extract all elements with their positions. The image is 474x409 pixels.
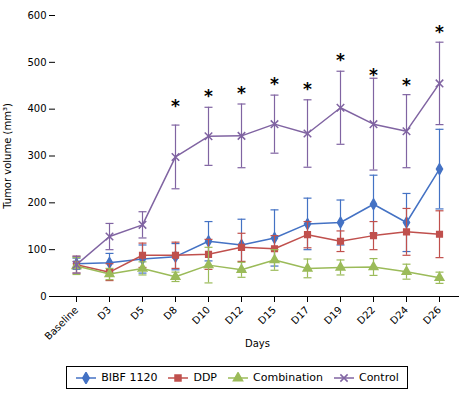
svg-text:100: 100 (27, 244, 46, 255)
svg-text:D8: D8 (161, 304, 179, 322)
svg-text:500: 500 (27, 57, 46, 68)
svg-text:D22: D22 (355, 304, 377, 326)
svg-text:*: * (171, 96, 180, 116)
svg-text:*: * (270, 74, 279, 94)
svg-text:D10: D10 (190, 304, 212, 326)
svg-text:Tumor volume (mm³): Tumor volume (mm³) (2, 103, 13, 210)
svg-text:Baseline: Baseline (42, 304, 80, 342)
svg-text:400: 400 (27, 103, 46, 114)
html-text:DDP: DDP (193, 371, 217, 384)
svg-text:600: 600 (27, 10, 46, 21)
svg-text:D5: D5 (128, 304, 146, 322)
svg-text:Days: Days (245, 338, 270, 349)
html-text:Combination: Combination (253, 371, 323, 384)
svg-text:200: 200 (27, 197, 46, 208)
svg-text:*: * (369, 65, 378, 85)
svg-text:D24: D24 (388, 304, 410, 326)
html-text:BIBF 1120: BIBF 1120 (101, 371, 158, 384)
svg-text:D26: D26 (421, 304, 443, 326)
svg-text:300: 300 (27, 150, 46, 161)
svg-text:0: 0 (40, 291, 46, 302)
svg-text:D12: D12 (223, 304, 245, 326)
svg-text:D15: D15 (256, 304, 278, 326)
svg-text:*: * (435, 22, 444, 42)
svg-text:D17: D17 (289, 304, 311, 326)
html-text:Control: Control (359, 371, 399, 384)
svg-text:D3: D3 (95, 304, 113, 322)
svg-text:D19: D19 (322, 304, 344, 326)
svg-text:*: * (237, 83, 246, 103)
svg-text:*: * (303, 79, 312, 99)
svg-text:*: * (204, 86, 213, 106)
svg-text:*: * (402, 75, 411, 95)
svg-text:*: * (336, 50, 345, 70)
